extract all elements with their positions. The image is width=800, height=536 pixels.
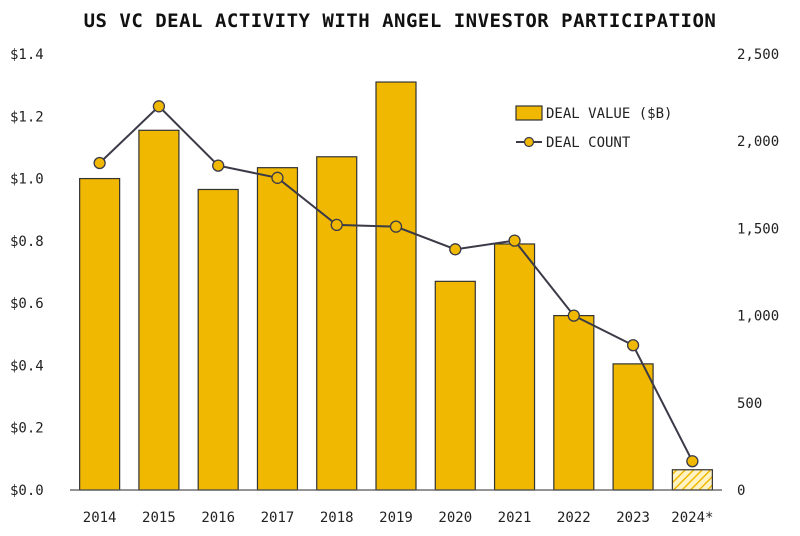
x-tick-label: 2022 — [557, 510, 591, 526]
bar — [256, 167, 299, 491]
deal-count-point — [330, 218, 343, 232]
y-right-tick-label: 1,000 — [737, 309, 779, 325]
x-tick-label: 2019 — [379, 510, 413, 526]
bar — [671, 469, 713, 491]
bar — [138, 129, 180, 491]
y-left-tick-label: $1.0 — [10, 172, 44, 188]
y-right-tick-label: 2,500 — [737, 47, 779, 63]
deal-count-point — [389, 220, 403, 233]
deal-count-point — [626, 339, 640, 352]
y-left-tick-label: $0.8 — [10, 234, 44, 250]
y-left-tick-label: $1.2 — [10, 109, 44, 125]
x-tick-label: 2014 — [83, 510, 117, 526]
y-right-tick-label: 0 — [737, 483, 745, 499]
deal-count-point — [508, 234, 521, 247]
legend-line-marker — [523, 136, 535, 148]
y-right-tick-label: 500 — [737, 396, 762, 412]
deal-count-point — [686, 455, 699, 468]
deal-count-point — [271, 171, 284, 184]
deal-count-point — [93, 156, 106, 170]
y-left-tick-label: $1.4 — [10, 47, 44, 63]
bar — [553, 315, 595, 491]
x-tick-label: 2020 — [438, 510, 472, 526]
bar — [316, 156, 358, 491]
bar — [612, 363, 654, 491]
x-tick-label: 2024* — [671, 510, 713, 526]
x-tick-label: 2015 — [142, 510, 176, 526]
legend-line-label: DEAL COUNT — [546, 135, 631, 151]
x-tick-label: 2021 — [498, 510, 532, 526]
bar — [375, 81, 417, 491]
legend-bar-label: DEAL VALUE ($B) — [546, 106, 672, 122]
bar — [197, 188, 239, 491]
bar — [493, 243, 536, 491]
deal-count-point — [567, 309, 580, 322]
x-tick-label: 2016 — [201, 510, 235, 526]
legend-bar-swatch — [515, 105, 543, 121]
y-left-tick-label: $0.0 — [10, 483, 44, 499]
y-left-tick-label: $0.6 — [10, 296, 44, 312]
y-left-tick-label: $0.4 — [10, 358, 44, 374]
chart-title: US VC DEAL ACTIVITY WITH ANGEL INVESTOR … — [83, 10, 717, 32]
x-tick-label: 2023 — [616, 510, 650, 526]
y-left-tick-label: $0.2 — [10, 421, 44, 437]
deal-count-point — [449, 243, 462, 256]
deal-count-point — [212, 159, 225, 172]
deal-count-point — [152, 100, 166, 113]
y-right-tick-label: 1,500 — [737, 221, 779, 237]
x-tick-label: 2017 — [261, 510, 295, 526]
bar — [434, 280, 476, 491]
x-tick-label: 2018 — [320, 510, 354, 526]
bar — [79, 177, 121, 491]
y-right-tick-label: 2,000 — [737, 134, 779, 150]
